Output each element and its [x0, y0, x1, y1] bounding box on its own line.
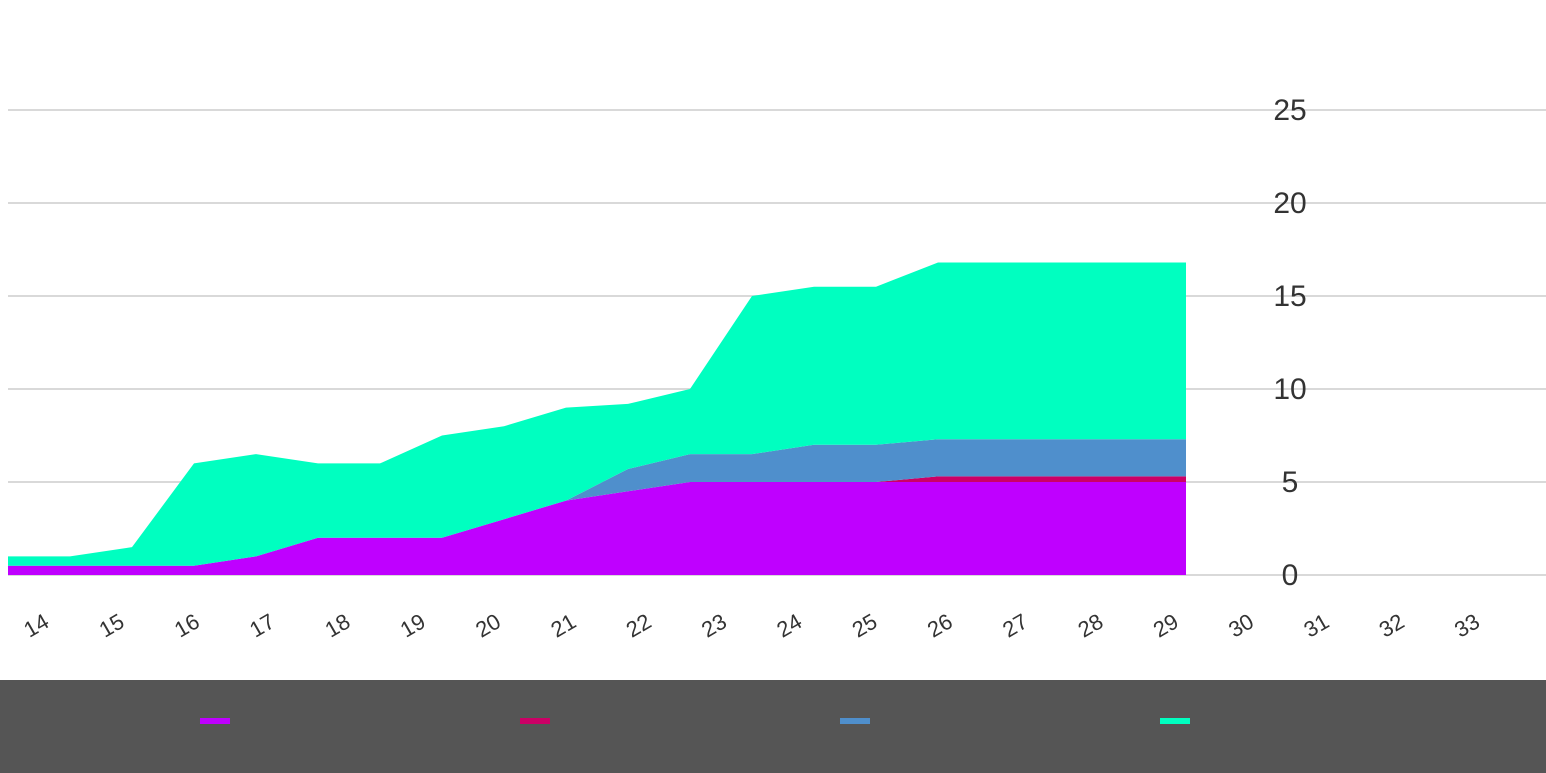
legend-swatch: [1160, 718, 1190, 724]
legend-swatch: [520, 718, 550, 724]
y-tick-label: 5: [1282, 466, 1299, 499]
plot-areas: [8, 262, 1186, 575]
legend-bar: [0, 680, 1546, 773]
legend-swatch: [200, 718, 230, 724]
y-axis-ticks: 0 5 10 15 20 25: [1273, 94, 1306, 592]
y-tick-label: 25: [1273, 94, 1306, 127]
y-tick-label: 0: [1282, 559, 1299, 592]
y-tick-label: 20: [1273, 187, 1306, 220]
area-series-0: [8, 482, 1186, 575]
legend-swatch: [840, 718, 870, 724]
area-series-3: [8, 262, 1186, 566]
legend: [200, 718, 1190, 724]
area-series-2: [8, 439, 1186, 566]
y-tick-label: 15: [1273, 280, 1306, 313]
y-tick-label: 10: [1273, 373, 1306, 406]
